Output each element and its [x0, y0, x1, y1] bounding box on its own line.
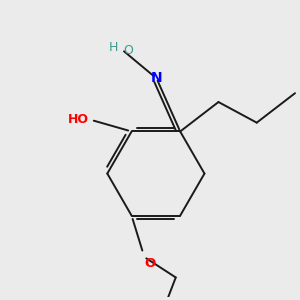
- Text: O: O: [123, 44, 133, 57]
- Text: H: H: [109, 41, 118, 54]
- Text: O: O: [145, 257, 156, 270]
- Text: N: N: [151, 71, 162, 85]
- Text: HO: HO: [68, 113, 89, 126]
